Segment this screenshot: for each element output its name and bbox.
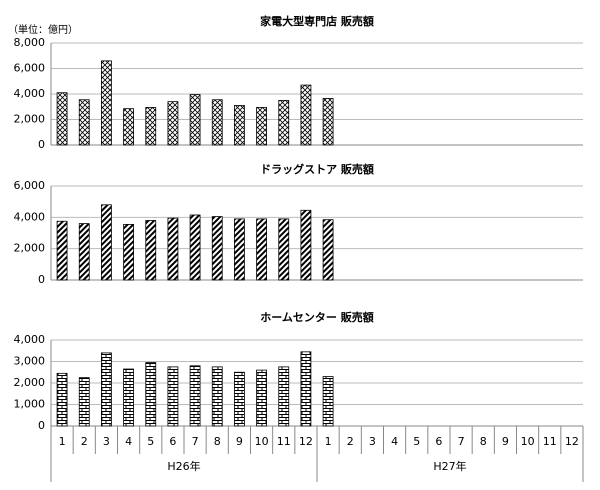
y-tick-label: 8,000 <box>14 36 46 49</box>
bar <box>167 217 179 281</box>
bar <box>145 362 157 427</box>
bar <box>300 351 312 427</box>
bar <box>234 105 245 146</box>
y-tick-label: 6,000 <box>14 179 46 192</box>
bar <box>56 372 68 427</box>
bar <box>56 92 68 146</box>
bar <box>234 371 245 427</box>
bar <box>101 352 112 427</box>
bar <box>123 368 134 427</box>
unit-label: （単位：億円） <box>8 23 78 36</box>
y-tick-label: 0 <box>38 138 45 151</box>
bar <box>56 220 68 281</box>
x-tick-label: 4 <box>391 435 398 448</box>
x-tick-label: 6 <box>169 435 176 448</box>
y-tick-label: 2,000 <box>14 113 46 126</box>
bar <box>234 218 245 281</box>
x-tick-label: 3 <box>103 435 110 448</box>
bar <box>300 84 312 146</box>
x-tick-label: 1 <box>325 435 332 448</box>
bar <box>189 365 201 427</box>
x-tick-label: 12 <box>299 435 313 448</box>
x-tick-label: 9 <box>502 435 509 448</box>
x-tick-label: 11 <box>277 435 291 448</box>
bar <box>322 219 334 281</box>
bar <box>101 204 112 281</box>
x-tick-label: 7 <box>458 435 465 448</box>
x-tick-label: 1 <box>59 435 66 448</box>
x-tick-label: 5 <box>413 435 420 448</box>
x-tick-label: 3 <box>369 435 376 448</box>
group-label: H27年 <box>433 459 466 473</box>
x-tick-label: 7 <box>192 435 199 448</box>
x-tick-label: 5 <box>147 435 154 448</box>
x-tick-label: 4 <box>125 435 132 448</box>
bar <box>278 366 290 427</box>
y-tick-label: 4,000 <box>14 333 46 346</box>
x-tick-label: 8 <box>214 435 221 448</box>
bar <box>167 101 179 146</box>
x-tick-label: 11 <box>543 435 557 448</box>
bar <box>78 99 90 146</box>
bar <box>256 218 267 281</box>
x-tick-label: 10 <box>255 435 269 448</box>
bar <box>300 209 312 281</box>
bar <box>322 376 334 427</box>
x-tick-label: 2 <box>81 435 88 448</box>
bar <box>123 108 134 146</box>
bar <box>211 99 223 146</box>
bar <box>278 99 290 146</box>
bar <box>278 218 290 281</box>
x-tick-label: 2 <box>347 435 354 448</box>
x-tick-label: 12 <box>565 435 579 448</box>
chart-title: 家電大型専門店 販売額 <box>260 14 374 28</box>
y-tick-label: 3,000 <box>14 355 46 368</box>
bar <box>211 366 223 427</box>
bar <box>211 216 223 281</box>
chart-title: ドラッグストア 販売額 <box>260 162 374 176</box>
bar <box>189 214 201 281</box>
bar <box>78 377 90 427</box>
bar <box>145 106 157 146</box>
y-tick-label: 2,000 <box>14 376 46 389</box>
y-tick-label: 2,000 <box>14 242 46 255</box>
y-tick-label: 4,000 <box>14 210 46 223</box>
y-tick-label: 4,000 <box>14 87 46 100</box>
y-tick-label: 0 <box>38 273 45 286</box>
bar <box>101 60 112 146</box>
bar <box>145 220 157 281</box>
y-tick-label: 1,000 <box>14 398 46 411</box>
bar <box>123 223 134 281</box>
x-tick-label: 6 <box>435 435 442 448</box>
bar <box>78 223 90 281</box>
group-label: H26年 <box>167 459 200 473</box>
x-tick-label: 8 <box>480 435 487 448</box>
bar <box>322 98 334 146</box>
chart-title: ホームセンター 販売額 <box>260 310 374 324</box>
bar <box>256 106 267 146</box>
y-tick-label: 6,000 <box>14 62 46 75</box>
x-tick-label: 10 <box>521 435 535 448</box>
x-tick-label: 9 <box>236 435 243 448</box>
bar <box>167 366 179 427</box>
bar <box>189 94 201 146</box>
y-tick-label: 0 <box>38 419 45 432</box>
bar <box>256 369 267 427</box>
